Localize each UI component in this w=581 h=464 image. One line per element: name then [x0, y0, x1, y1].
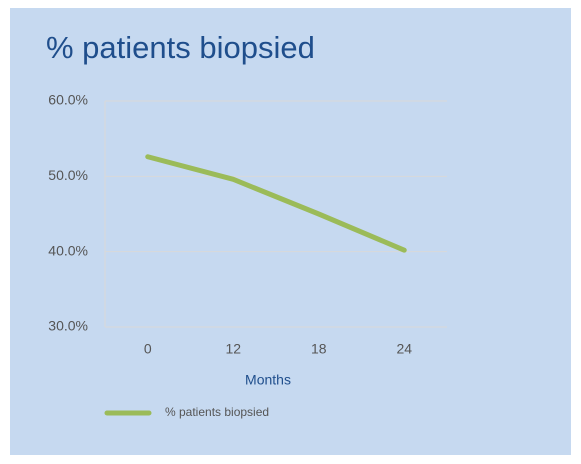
data-line — [145, 154, 407, 253]
y-tick-label: 50.0% — [48, 167, 88, 183]
y-tick-label: 60.0% — [48, 92, 88, 108]
y-tick-label: 40.0% — [48, 242, 88, 258]
chart-title: % patients biopsied — [46, 30, 315, 65]
x-axis-label: Months — [245, 372, 291, 388]
chart-background — [10, 8, 571, 455]
x-tick-label: 24 — [396, 341, 412, 357]
y-tick-label: 30.0% — [48, 318, 88, 334]
x-tick-label: 0 — [144, 341, 152, 357]
x-tick-label: 12 — [225, 341, 241, 357]
legend-label: % patients biopsied — [165, 405, 269, 419]
x-tick-label: 18 — [311, 341, 327, 357]
